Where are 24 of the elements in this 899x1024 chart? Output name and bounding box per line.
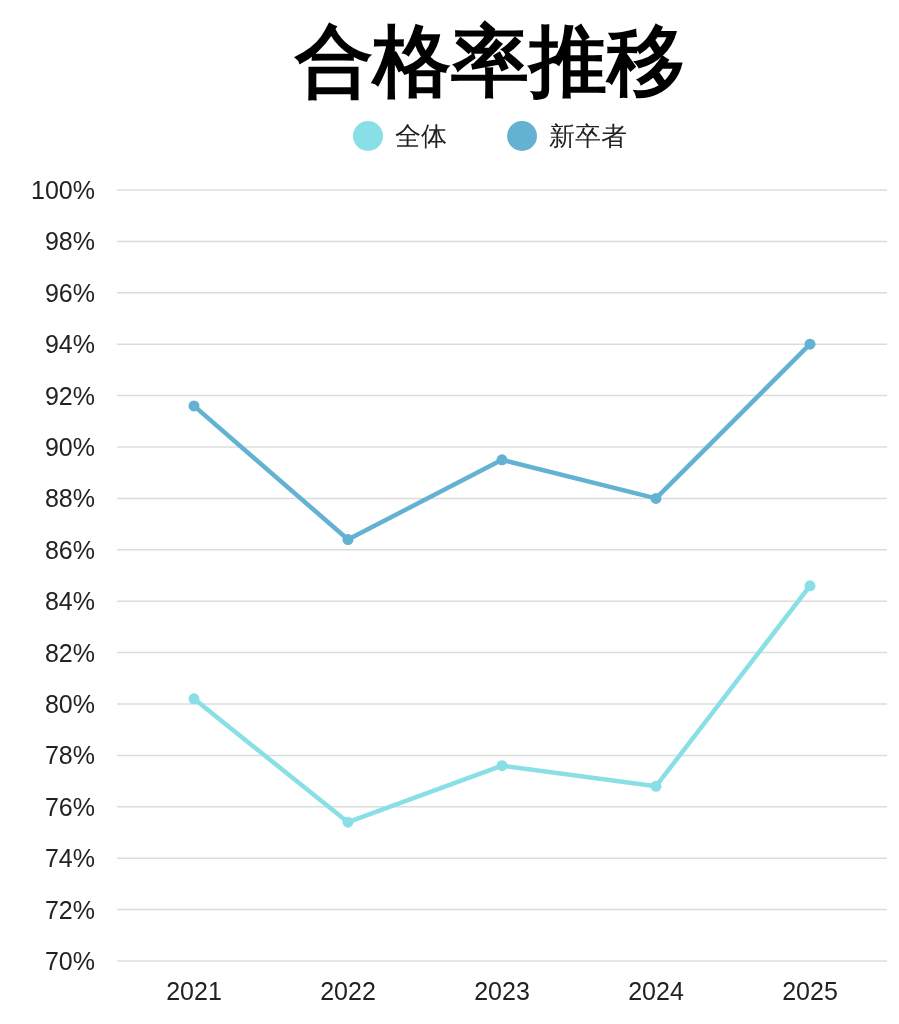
- ytick-label: 96%: [44, 278, 95, 307]
- ytick-label: 98%: [44, 227, 95, 256]
- ytick-label: 74%: [44, 844, 95, 873]
- ytick-label: 94%: [44, 330, 95, 359]
- ytick-label: 76%: [44, 792, 95, 821]
- xtick-label: 2021: [166, 977, 222, 1005]
- xtick-label: 2024: [628, 977, 684, 1005]
- ytick-label: 92%: [44, 381, 95, 410]
- title: 合格率推移: [295, 17, 685, 105]
- ytick-label: 84%: [44, 587, 95, 616]
- legend-label: 全体: [395, 121, 447, 151]
- ytick-label: 82%: [44, 638, 95, 667]
- ytick-label: 72%: [44, 895, 95, 924]
- ytick-label: 90%: [44, 433, 95, 461]
- xtick-label: 2022: [320, 977, 376, 1005]
- ytick-label: 80%: [44, 690, 95, 718]
- ytick-label: 70%: [44, 947, 95, 975]
- ytick-label: 86%: [44, 535, 95, 564]
- xtick-label: 2023: [474, 977, 530, 1005]
- xtick-label: 2025: [782, 977, 838, 1005]
- ytick-label: 78%: [44, 741, 95, 770]
- ytick-label: 88%: [44, 484, 95, 513]
- legend-label: 新卒者: [549, 121, 627, 151]
- ytick-label: 100%: [31, 176, 95, 204]
